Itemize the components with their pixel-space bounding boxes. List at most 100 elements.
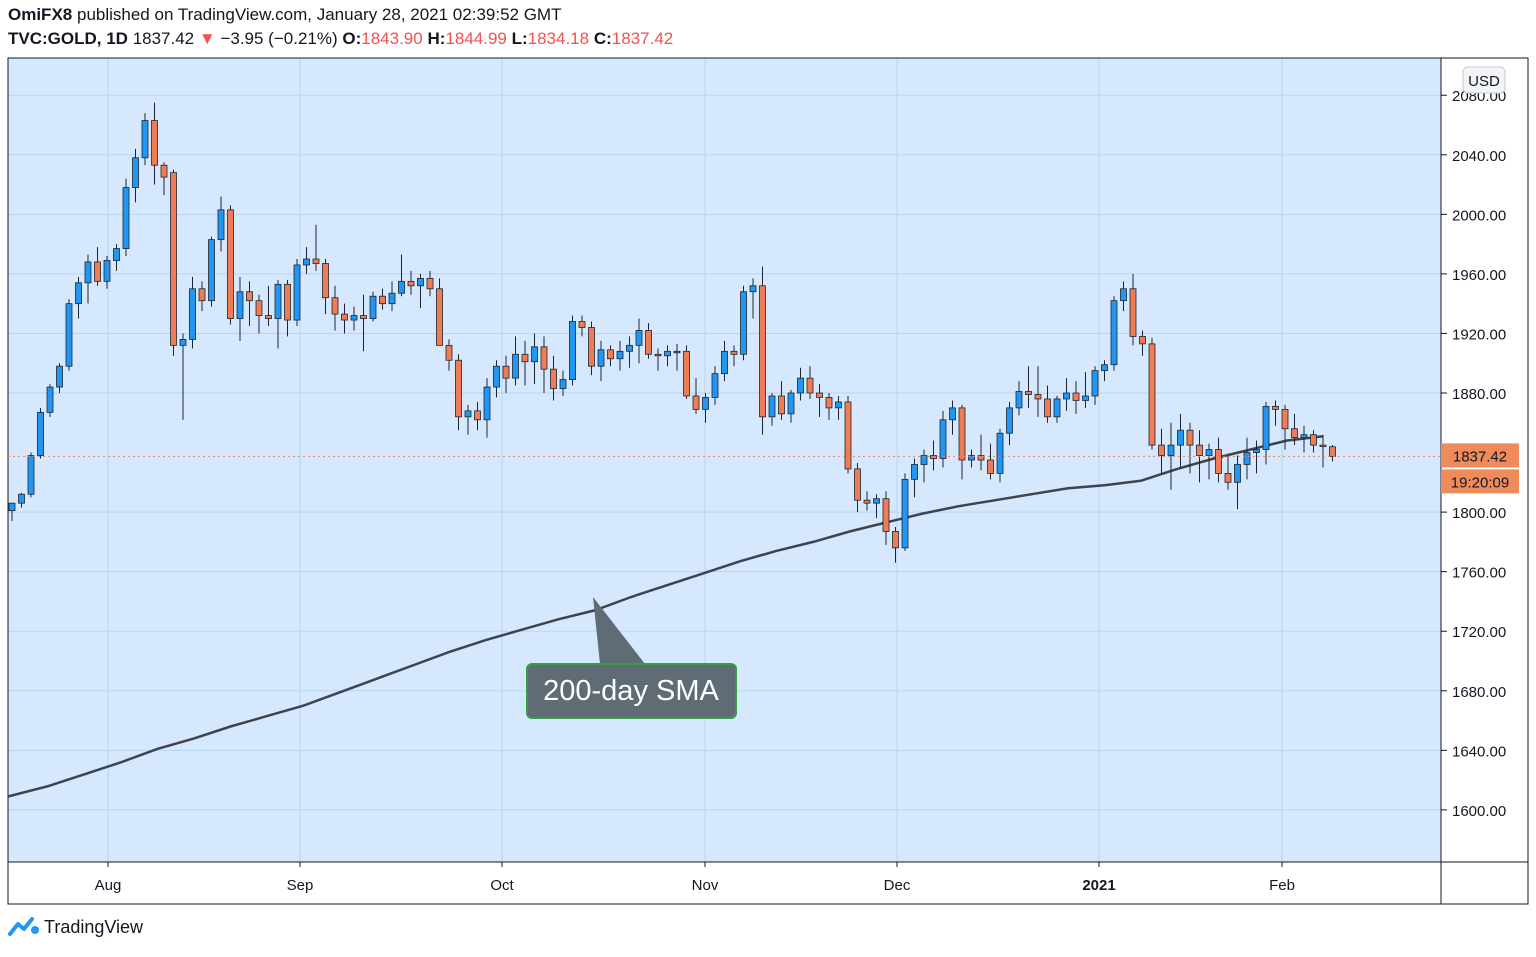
candle-down — [1139, 336, 1146, 345]
candle-up — [721, 350, 728, 375]
candle-up — [968, 455, 975, 461]
candle-down — [265, 315, 272, 319]
candle-down — [1281, 408, 1289, 430]
candle-down — [198, 288, 206, 302]
x-tick-label: 2021 — [1082, 877, 1115, 894]
candle-down — [759, 285, 766, 418]
candle-down — [844, 401, 852, 470]
candle-down — [806, 377, 814, 394]
chart-frame — [7, 57, 1529, 905]
candle-up — [711, 373, 719, 398]
candle-up — [1063, 392, 1070, 400]
candle-up — [37, 411, 44, 456]
open-value: 1843.90 — [361, 29, 423, 48]
publish-text: published on TradingView.com, January 28… — [76, 5, 562, 24]
candle-up — [635, 330, 643, 346]
y-tick-label: 1800.00 — [1452, 505, 1506, 522]
open-label: O: — [342, 29, 362, 48]
candle-up — [996, 432, 1004, 474]
y-tick-label: 2000.00 — [1452, 207, 1506, 224]
candle-down — [607, 349, 614, 360]
candle-down — [1034, 394, 1042, 400]
price-tag — [1441, 443, 1519, 468]
y-tick-label: 1720.00 — [1452, 624, 1506, 641]
x-tick-label: Oct — [490, 877, 514, 894]
candle-down — [588, 327, 595, 367]
candle-up — [1253, 449, 1260, 453]
candle-down — [987, 459, 994, 474]
sma-200-line — [7, 434, 1324, 798]
candle-up — [141, 120, 149, 159]
candle-up — [113, 248, 120, 261]
candle-up — [464, 410, 472, 418]
candle-up — [569, 321, 576, 380]
candle-down — [778, 395, 785, 415]
candle-down — [654, 353, 662, 357]
candle-up — [1015, 391, 1023, 409]
candle-down — [1224, 472, 1232, 483]
candle-down — [1291, 428, 1298, 439]
close-value: 1837.42 — [611, 29, 674, 48]
tradingview-logo-icon — [8, 917, 39, 936]
candle-down — [227, 209, 234, 319]
candle-down — [1272, 405, 1279, 410]
candle-up — [673, 350, 681, 354]
price-tag-label: 1837.42 — [1453, 448, 1507, 465]
countdown-tag — [1441, 469, 1519, 494]
candle-down — [407, 280, 415, 287]
y-tick-label: 1920.00 — [1452, 326, 1506, 343]
candle-down — [341, 313, 348, 321]
candle-down — [1196, 444, 1203, 456]
candle-up — [217, 209, 225, 241]
time-scale — [8, 862, 1528, 904]
candle-up — [189, 288, 196, 340]
candle-up — [369, 295, 377, 319]
price-change: −3.95 (−0.21%) — [220, 29, 338, 48]
candle-down — [958, 407, 966, 461]
candle-up — [797, 377, 804, 394]
x-tick-label: Aug — [95, 877, 122, 894]
candle-up — [56, 365, 63, 388]
x-tick-label: Sep — [287, 877, 314, 894]
candle-down — [255, 300, 263, 316]
candle-up — [18, 493, 25, 504]
candle-down — [160, 164, 168, 178]
candle-down — [322, 263, 329, 299]
plot-area — [8, 58, 1441, 862]
y-tick-label: 1640.00 — [1452, 743, 1506, 760]
candle-down — [379, 295, 386, 305]
candle-up — [1167, 444, 1175, 456]
candle-up — [417, 277, 424, 287]
candle-up — [8, 502, 16, 512]
footer-brand: TradingView — [44, 916, 144, 937]
candle-up — [350, 315, 358, 321]
candle-up — [1262, 405, 1270, 450]
candle-up — [84, 261, 92, 284]
x-tick-label: Nov — [692, 877, 719, 894]
candle-down — [1129, 288, 1137, 337]
candle-up — [1300, 434, 1308, 439]
candle-up — [512, 353, 519, 379]
candle-down — [1025, 391, 1032, 395]
candle-up — [768, 395, 776, 418]
candle-up — [27, 455, 35, 495]
candle-down — [246, 291, 253, 302]
countdown-label: 19:20:09 — [1451, 474, 1509, 491]
candle-up — [303, 258, 310, 266]
candle-up — [616, 350, 624, 360]
high-value: 1844.99 — [445, 29, 507, 48]
low-value: 1834.18 — [527, 29, 590, 48]
low-label: L: — [511, 29, 528, 48]
candle-down — [1329, 446, 1336, 457]
x-tick-label: Dec — [884, 877, 911, 894]
candle-down — [445, 344, 453, 361]
candle-down — [1186, 429, 1194, 446]
candle-down — [683, 350, 690, 397]
candle-up — [1205, 449, 1213, 456]
candle-down — [426, 277, 434, 290]
currency-badge — [1462, 66, 1506, 94]
candle-down — [1148, 343, 1156, 446]
candle-up — [920, 455, 928, 465]
